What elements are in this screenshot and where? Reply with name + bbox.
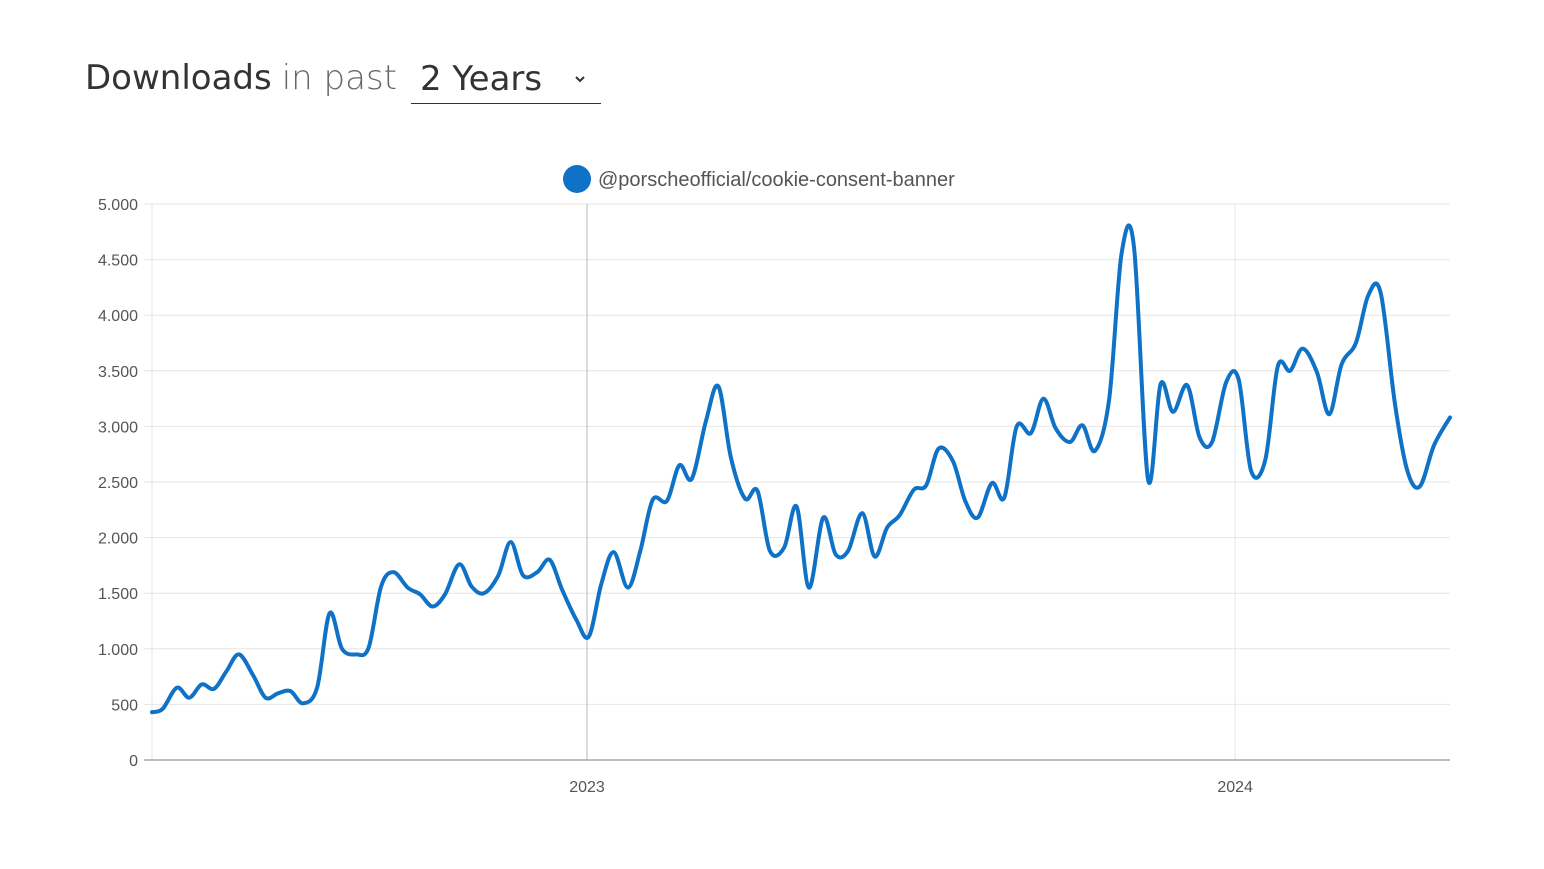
y-tick-label: 2.500 <box>98 475 138 492</box>
chart-series-lines <box>150 223 1452 715</box>
y-tick-label: 4.500 <box>98 253 138 270</box>
y-tick-label: 0 <box>129 753 138 770</box>
y-tick-label: 1.000 <box>98 642 138 659</box>
page-subtitle: in past <box>281 58 397 98</box>
y-tick-label: 3.000 <box>98 419 138 436</box>
chart-grid <box>144 203 1450 760</box>
y-tick-label: 3.500 <box>98 364 138 381</box>
chart-legend: @porscheofficial/cookie-consent-banner <box>563 165 955 193</box>
x-tick-label: 2024 <box>1217 779 1253 796</box>
x-axis-ticks: 2023 2024 <box>569 779 1253 796</box>
series-line <box>150 223 1452 715</box>
x-tick-label: 2023 <box>569 779 605 796</box>
period-selected-value: 2 Years <box>419 59 543 99</box>
period-select[interactable]: 2 Years <box>410 55 601 104</box>
legend-marker <box>563 165 591 193</box>
y-tick-label: 500 <box>111 697 138 714</box>
y-tick-label: 2.000 <box>98 531 138 548</box>
legend-label: @porscheofficial/cookie-consent-banner <box>598 169 955 191</box>
chart-axes <box>144 204 1450 761</box>
y-tick-label: 5.000 <box>98 197 138 214</box>
page-title: Downloads <box>85 58 272 98</box>
y-tick-label: 1.500 <box>98 586 138 603</box>
y-tick-label: 4.000 <box>98 308 138 325</box>
downloads-header: Downloads in past 2 Years <box>85 52 601 104</box>
chevron-down-icon <box>575 76 585 83</box>
y-axis-ticks: 0 500 1.000 1.500 2.000 2.500 3.000 3.500 4.000 4… <box>98 197 138 770</box>
